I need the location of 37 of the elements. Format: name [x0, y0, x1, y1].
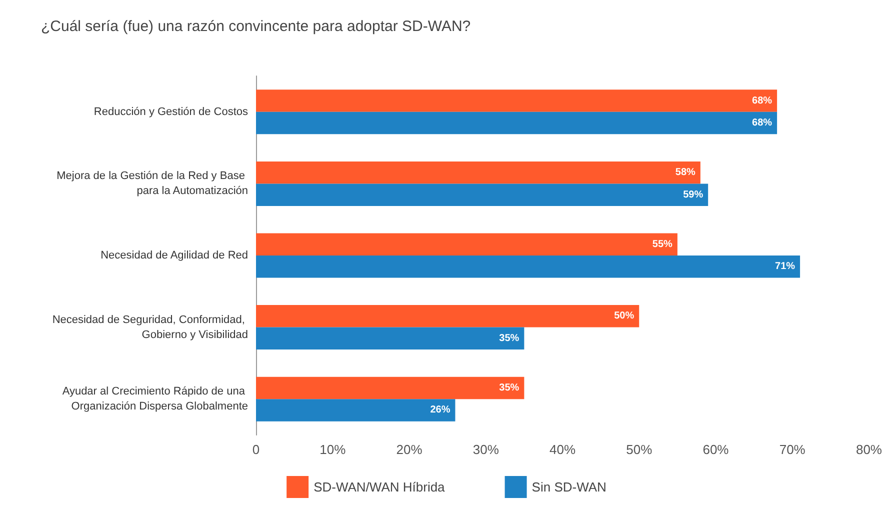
- data-label: 59%: [683, 189, 704, 200]
- data-label: 35%: [499, 382, 520, 394]
- data-label: 68%: [752, 95, 772, 106]
- x-tick-label: 50%: [626, 442, 653, 457]
- bar: [256, 90, 778, 112]
- y-tick-label: Mejora de la Gestión de la Red y Base para la Automatización: [56, 170, 248, 198]
- data-label: 26%: [430, 404, 450, 416]
- x-tick-label: 60%: [702, 442, 730, 457]
- x-tick-label: 40%: [549, 442, 576, 457]
- data-label: 71%: [775, 261, 796, 272]
- x-tick-label: 10%: [320, 442, 346, 457]
- bar: [256, 184, 708, 206]
- bar: [256, 161, 700, 184]
- bar: [256, 327, 524, 350]
- x-tick-label: 70%: [779, 442, 806, 457]
- y-tick-label: Reducción y Gestión de Costos: [94, 106, 248, 118]
- legend-label: Sin SD-WAN: [532, 480, 606, 494]
- x-tick-label: 0: [252, 442, 260, 457]
- bar: [256, 233, 678, 256]
- x-tick-label: 20%: [396, 442, 423, 457]
- x-tick-label: 30%: [472, 442, 500, 457]
- bar: [256, 112, 778, 134]
- data-label: 35%: [499, 332, 520, 344]
- data-label: 55%: [652, 238, 673, 250]
- data-label: 50%: [614, 310, 634, 322]
- legend-label: SD-WAN/WAN Híbrida: [314, 480, 446, 494]
- data-label: 58%: [675, 167, 696, 178]
- data-label: 68%: [752, 118, 772, 129]
- bar: [256, 256, 800, 278]
- y-tick-label: Necesidad de Agilidad de Red: [100, 250, 248, 262]
- bar: [256, 305, 640, 328]
- x-tick-label: 80%: [856, 442, 882, 457]
- chart-title: ¿Cuál sería (fue) una razón convincente para adoptar SD-WAN?: [41, 18, 471, 35]
- y-tick-label: Ayudar al Crecimiento Rápido de una Organización Dispersa Globalmente: [62, 386, 248, 413]
- y-tick-label: Necesidad de Seguridad, Conformidad, Gobierno y Visibilidad: [52, 314, 248, 341]
- bar: [256, 376, 524, 400]
- bar: [256, 399, 456, 422]
